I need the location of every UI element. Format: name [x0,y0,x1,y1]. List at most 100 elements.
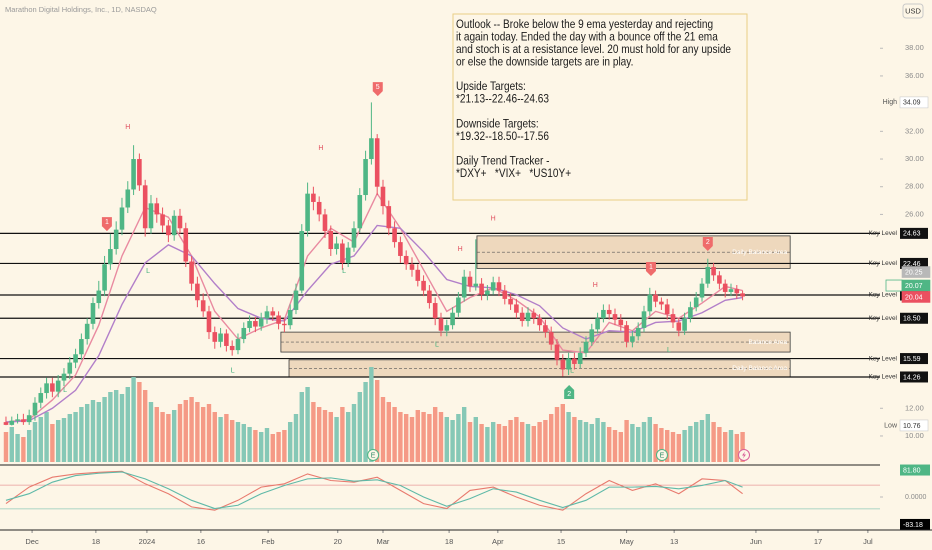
candle-body [427,290,432,304]
candle-body [44,383,49,394]
volume-bar [722,432,728,462]
candle-body [113,229,119,250]
osc-tag-value: -83.18 [903,522,923,529]
key-level-label: Key Level [868,355,897,362]
candle-body [374,138,380,187]
key-level-tag [900,353,928,365]
candle-body [316,201,322,215]
volume-bar [554,407,560,462]
candle-body [421,280,426,291]
candle-body [258,318,264,327]
candle-body [537,318,542,326]
volume-bar [125,387,130,462]
note-box [452,13,748,201]
volume-bar [363,382,368,462]
candle-body [473,283,479,287]
x-tick-label: 15 [557,537,565,546]
volume-bar [328,412,333,462]
candle-body [200,300,206,312]
candle-body [461,276,467,298]
candle-body [717,275,722,284]
candle-body [386,206,392,229]
volume-bar [229,420,235,462]
x-tick-label: Jul [863,537,873,546]
volume-bar [154,407,159,462]
currency-label[interactable]: USD [905,6,921,15]
volume-bar [467,422,473,462]
y-tick-label: 26.00 [905,209,924,218]
candle-body [572,358,577,364]
candle-body [96,290,102,304]
x-tick-label: 2024 [139,537,156,546]
candle-body [305,193,310,232]
candle-body [403,255,409,265]
volume-bar [189,397,194,462]
candle-body [583,341,589,353]
candle-body [235,339,241,351]
volume-bar [438,412,444,462]
swing-label: L [231,368,235,375]
volume-bar [305,387,310,462]
volume-bar [595,418,600,462]
volume-bar [519,422,525,462]
earnings-label: E [660,452,665,459]
note-line: *DXY+ *VIX+ *US10Y+ [456,167,571,180]
candle-body [224,333,229,346]
volume-bar [131,377,136,462]
currency-button[interactable] [902,3,924,19]
osc-line [5,471,743,510]
volume-bar [606,427,612,462]
zone-label: Daily Balance Area [732,365,787,372]
candle-body [699,283,705,298]
swing-label: L [63,387,67,394]
candle-body [137,159,142,186]
note-line: *21.13--22.46--24.63 [456,93,549,106]
plot-layer: 38.0036.0032.0030.0028.0026.0012.0010.00… [0,13,931,546]
volume-bar [90,400,96,462]
volume-bar [664,430,670,462]
key-level-value: 24.63 [903,231,921,238]
note-line: or else the downside targets are in play… [456,56,633,69]
candle-body [195,283,200,301]
x-tick-label: 18 [445,537,453,546]
candle-body [450,312,455,326]
swing-label: L [435,341,439,348]
zone-label: Daily Balance Area [732,249,787,256]
signal-flag [372,82,383,97]
key-level-label: Key Level [868,292,897,299]
volume-bar [589,424,594,462]
volume-bar [450,420,455,462]
volume-bar [113,390,119,462]
x-tick-label: Apr [492,537,504,546]
candle-body [340,243,345,263]
price-tag [901,279,931,292]
volume-bar [392,407,397,462]
volume-bar [601,422,606,462]
candle-body [334,243,339,250]
price-tag [901,266,931,278]
volume-bar [142,390,148,462]
volume-bar [641,422,647,462]
volume-bar [490,422,496,462]
y-tick-label: 30.00 [905,154,924,163]
candle-body [601,309,606,319]
candle-body [630,336,635,342]
candle-body [508,298,513,305]
candle-body [369,138,374,160]
candle-body [79,339,84,355]
lightning-icon[interactable] [738,449,750,461]
volume-bar [479,424,484,462]
candle-body [711,267,716,276]
candle-body [467,276,473,287]
price-tag-value: 20.07 [905,283,923,290]
candle-body [490,282,496,291]
signal-flag-label: 1 [649,264,653,271]
candle-body [525,312,531,322]
candle-body [328,231,334,250]
volume-bar [647,417,652,462]
volume-bar [461,407,467,462]
candle-body [641,311,647,328]
volume-bar [206,404,212,462]
note-line: Upside Targets: [456,80,526,93]
candle-body [287,309,293,326]
